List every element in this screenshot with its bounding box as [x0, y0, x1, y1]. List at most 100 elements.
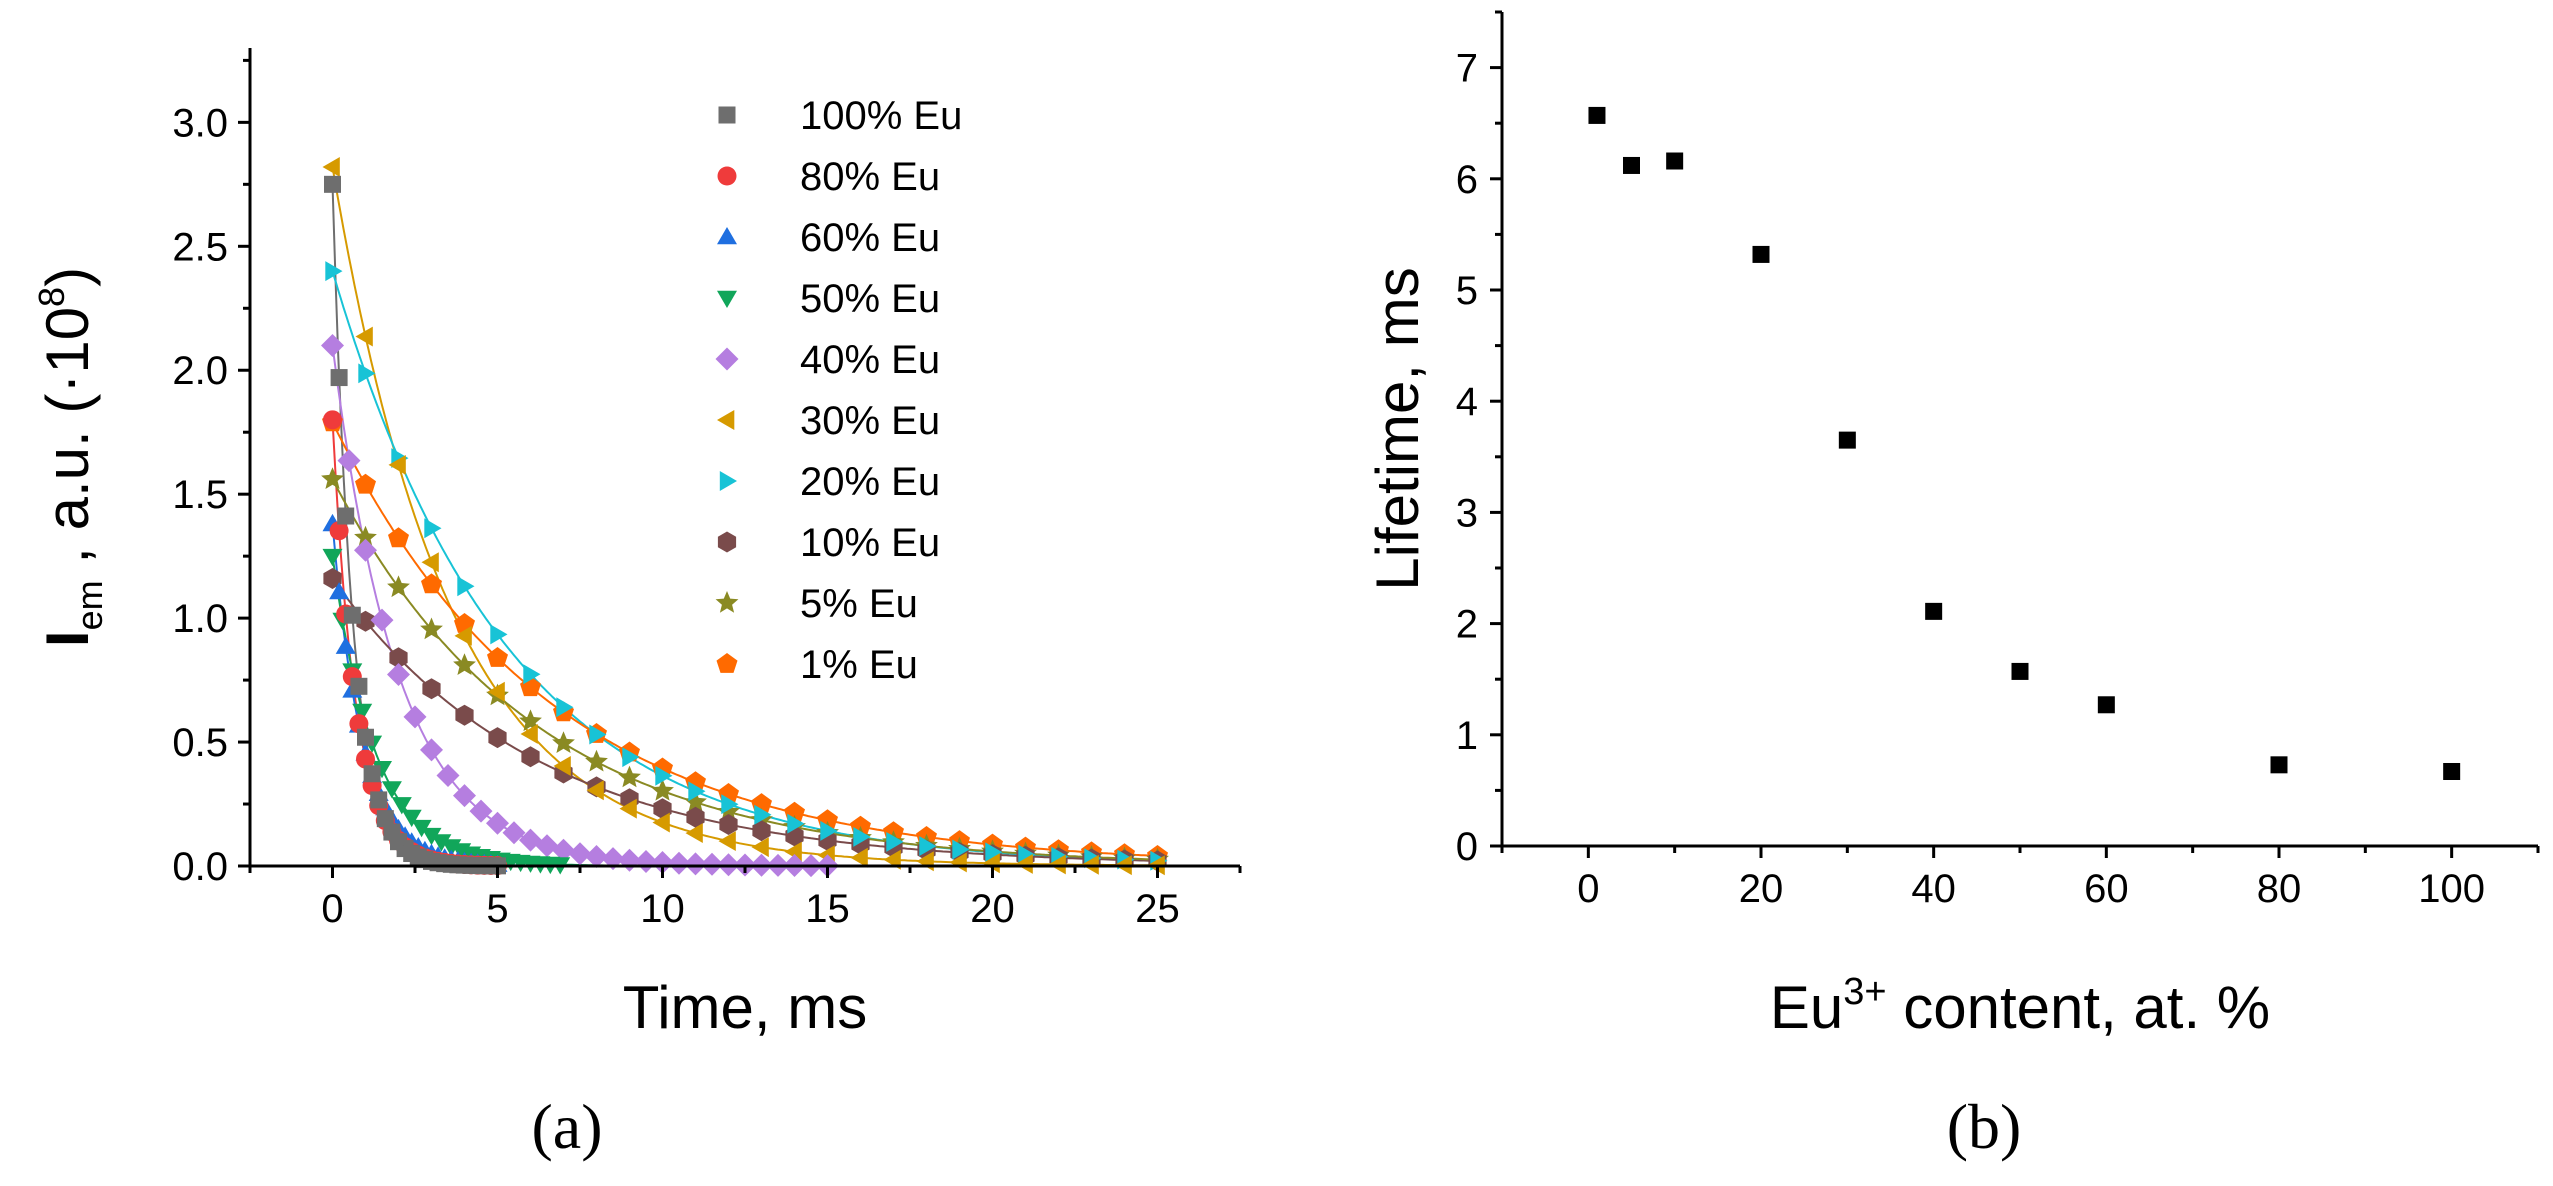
y-tick-label: 0	[1456, 825, 1478, 869]
series-7-point	[356, 610, 375, 632]
y-axis-title-rest: , a.u. (·10	[34, 307, 101, 580]
series-5-point	[982, 853, 1000, 874]
series-fit-line-9	[331, 421, 1158, 857]
series-3-point	[431, 834, 452, 852]
series-6-point	[589, 724, 607, 745]
x-tick-label: 60	[2084, 867, 2129, 911]
series-6-point	[919, 836, 937, 856]
legend-marker-5	[717, 410, 735, 430]
series-4-point	[684, 852, 707, 876]
x-axis-title-sup: 3+	[1843, 971, 1886, 1013]
series-9-point	[388, 527, 409, 548]
series-7-point	[389, 647, 408, 669]
series-6-point	[787, 813, 805, 834]
x-axis-title-rest: content, at. %	[1887, 974, 2271, 1041]
series-6-point	[556, 697, 574, 718]
chart-a-plot-area	[321, 157, 1169, 878]
x-tick-label: 0	[321, 887, 343, 931]
y-axis-title-close: )	[34, 267, 101, 287]
series-7-point	[521, 746, 540, 768]
x-tick-label: 25	[1135, 887, 1180, 931]
y-tick-label: 1	[1456, 714, 1478, 758]
series-6-point	[325, 261, 343, 282]
series-3-point	[391, 797, 412, 815]
series-5-point	[520, 724, 538, 744]
series-8-point	[717, 799, 740, 822]
series-3-point	[401, 809, 422, 828]
legend-label-5: 30% Eu	[800, 399, 940, 443]
chart-a-axes: 0 5 10 15 20 25 0.0 0.5 1.0 1.5 2.0 2.5 3.0	[172, 48, 1242, 931]
series-4-point	[502, 821, 526, 845]
y-tick-label: 1.0	[172, 597, 228, 641]
x-tick-label: 20	[970, 887, 1015, 931]
x-tick-label: 40	[1911, 867, 1956, 911]
legend-marker-9	[716, 653, 738, 673]
series-0-point	[337, 507, 355, 525]
legend-label-7: 10% Eu	[800, 521, 940, 565]
series-1-point	[349, 714, 369, 734]
y-tick-label: 3	[1456, 491, 1478, 535]
y-axis-title-sub: em	[69, 580, 110, 630]
series-6-point	[655, 765, 673, 786]
chart-a-legend: 100% Eu 80% Eu 60% Eu 50% Eu 40% Eu 30% Eu 20%…	[715, 94, 962, 687]
x-axis-title-main: Eu	[1770, 974, 1843, 1041]
x-tick-label: 15	[805, 887, 850, 931]
series-0-point	[324, 175, 341, 193]
series-9-point	[355, 473, 376, 494]
data-point	[1666, 152, 1684, 170]
legend-marker-4	[715, 347, 739, 371]
legend-label-9: 1% Eu	[800, 643, 918, 687]
series-2-point	[329, 582, 350, 600]
series-0-point	[330, 369, 348, 387]
y-tick-label: 0.5	[172, 721, 228, 765]
series-5-point	[718, 831, 736, 851]
series-6-point	[952, 839, 970, 860]
series-0-point	[350, 677, 368, 695]
x-tick-label: 80	[2257, 867, 2302, 911]
data-point	[1588, 106, 1606, 124]
series-3-point	[381, 781, 402, 799]
series-4-point	[354, 538, 377, 562]
series-5-point	[751, 837, 769, 858]
legend-label-6: 20% Eu	[800, 460, 940, 504]
series-3-point	[421, 827, 442, 846]
series-6-point	[985, 842, 1003, 863]
series-8-point	[453, 653, 476, 675]
series-4-point	[436, 764, 460, 787]
data-point	[1925, 602, 1943, 620]
series-6-point	[721, 794, 739, 815]
series-6-point	[490, 624, 508, 645]
chart-b: 0 20 40 60 80 100 0 1 2 3 4 5 6 7 Eu3+ content, at. %…	[1364, 10, 2540, 1162]
y-tick-label: 7	[1456, 47, 1478, 91]
chart-b-axes: 0 20 40 60 80 100 0 1 2 3 4 5 6 7	[1456, 10, 2540, 911]
legend-label-1: 80% Eu	[800, 155, 940, 199]
y-tick-label: 6	[1456, 158, 1478, 202]
series-7-point	[752, 820, 771, 842]
series-5-point	[685, 823, 703, 843]
y-tick-label: 1.5	[172, 473, 228, 517]
series-fit-line-8	[331, 478, 1158, 861]
series-4-point	[387, 663, 410, 686]
legend-marker-2	[717, 227, 737, 245]
x-tick-label: 10	[640, 887, 685, 931]
series-6-point	[622, 747, 640, 768]
series-5-point	[619, 798, 637, 819]
series-1-point	[329, 521, 349, 541]
series-5-point	[1048, 854, 1066, 875]
series-0-point	[343, 606, 361, 624]
series-4-point	[486, 811, 509, 835]
series-5-point	[421, 552, 439, 573]
series-8-point	[321, 467, 344, 489]
data-point	[1623, 156, 1640, 174]
series-3-point	[352, 703, 373, 721]
y-tick-label: 3.0	[172, 101, 228, 145]
series-7-point	[488, 727, 507, 749]
series-1-point	[323, 410, 342, 430]
series-8-point	[552, 731, 575, 753]
series-5-point	[322, 157, 340, 177]
x-tick-label: 100	[2418, 867, 2485, 911]
series-0-point	[376, 810, 394, 828]
legend-label-2: 60% Eu	[800, 216, 940, 260]
series-2-point	[335, 636, 356, 654]
series-8-point	[618, 765, 641, 788]
